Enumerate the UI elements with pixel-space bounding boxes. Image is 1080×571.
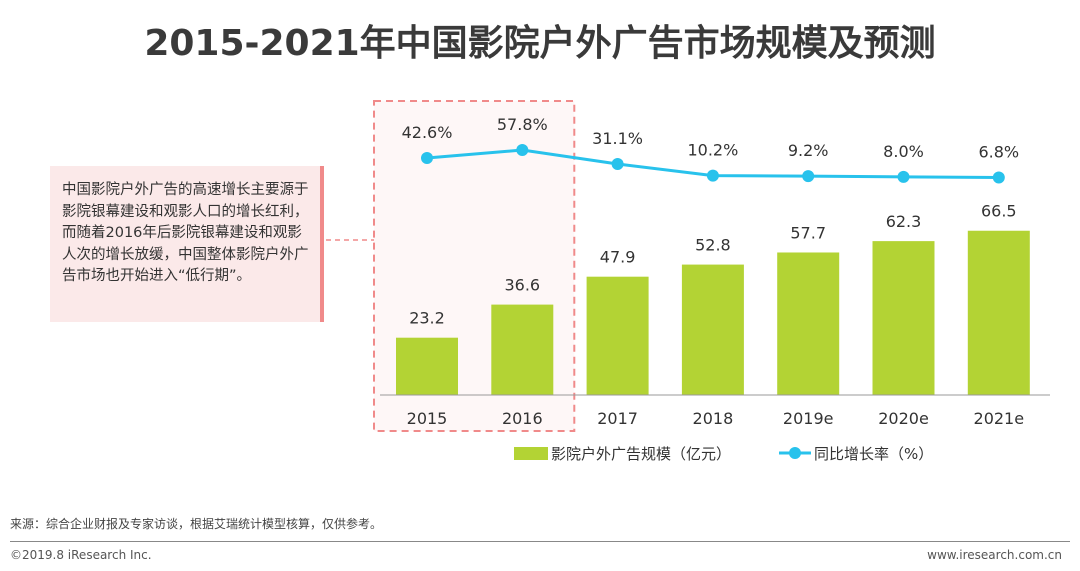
bar-label-2021e: 66.5 [981, 202, 1017, 221]
bar-label-2019e: 57.7 [790, 223, 826, 242]
growth-point-2015 [421, 151, 433, 164]
bar-2021e [967, 230, 1030, 395]
growth-point-2017 [611, 158, 624, 170]
x-tick-label-2021e: 2021e [974, 409, 1025, 428]
x-tick-label-2018: 2018 [693, 409, 734, 428]
legend-line-label: 同比增长率（%） [814, 445, 933, 463]
growth-label-2015: 42.6% [402, 123, 453, 142]
growth-point-2018 [706, 169, 719, 182]
legend-bar-swatch [514, 447, 548, 460]
bar-2020e [872, 241, 935, 395]
growth-label-2020e: 8.0% [883, 142, 924, 161]
growth-label-2021e: 6.8% [978, 143, 1019, 162]
chart-title: 2015-2021年中国影院户外广告市场规模及预测 [144, 23, 936, 64]
bar-2015 [396, 337, 458, 395]
source-note: 来源：综合企业财报及专家访谈，根据艾瑞统计模型核算，仅供参考。 [10, 517, 383, 531]
growth-label-2016: 57.8% [497, 115, 548, 134]
growth-point-2021e [992, 171, 1005, 184]
growth-point-2020e [897, 170, 910, 183]
callout-note: 中国影院户外广告的高速增长主要源于影院银幕建设和观影人口的增长红利，而随着201… [50, 166, 324, 322]
bar-2019e [777, 252, 840, 395]
bar-2018 [681, 264, 744, 395]
bar-2016 [491, 304, 554, 395]
growth-label-2018: 10.2% [687, 141, 738, 160]
bar-label-2016: 36.6 [504, 276, 540, 295]
x-tick-label-2017: 2017 [597, 409, 638, 428]
x-tick-label-2019e: 2019e [783, 409, 834, 428]
bar-label-2015: 23.2 [409, 309, 445, 328]
growth-point-2019e [802, 170, 815, 183]
x-tick-label-2016: 2016 [502, 409, 543, 428]
bar-label-2018: 52.8 [695, 236, 731, 255]
legend-bar-label: 影院户外广告规模（亿元） [551, 445, 731, 463]
bar-label-2017: 47.9 [600, 248, 636, 267]
legend-line-marker [789, 447, 801, 459]
website: www.iresearch.com.cn [927, 548, 1062, 562]
x-tick-label-2015: 2015 [407, 409, 448, 428]
bar-label-2020e: 62.3 [886, 212, 922, 231]
growth-label-2017: 31.1% [592, 129, 643, 148]
x-tick-label-2020e: 2020e [878, 409, 929, 428]
footer-divider [10, 541, 1070, 542]
growth-point-2016 [516, 144, 529, 156]
growth-label-2019e: 9.2% [788, 141, 829, 160]
copyright: ©2019.8 iResearch Inc. [10, 548, 152, 562]
bar-2017 [586, 276, 649, 395]
chart: 23.2 36.6 47.9 52.8 57.7 62.3 66.5 2015 2016 201… [326, 100, 1050, 463]
